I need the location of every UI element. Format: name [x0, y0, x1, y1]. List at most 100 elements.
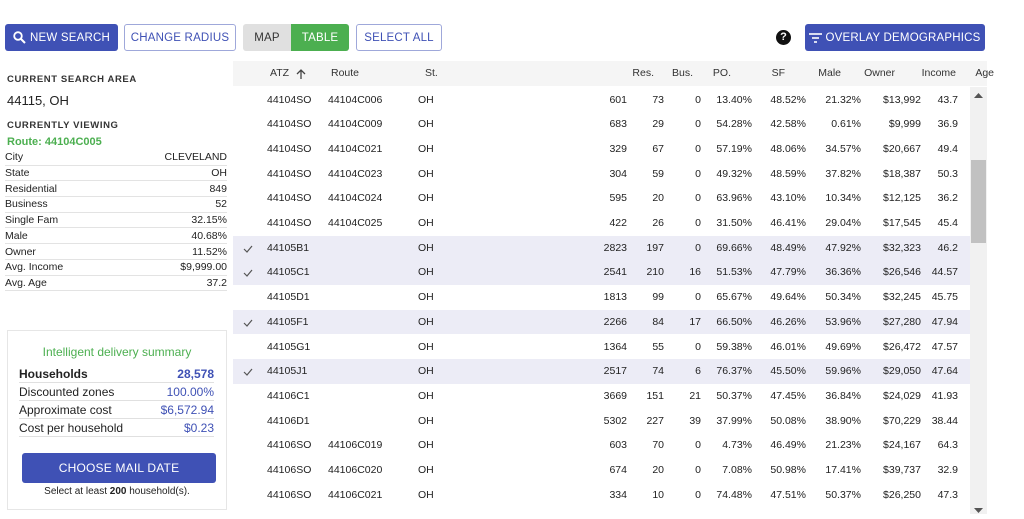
table-row[interactable]: 44104SO 44104C009 OH 683 29 0 54.28% 42.58% 0.61…: [233, 112, 970, 137]
column-header[interactable]: Res.: [632, 67, 654, 79]
table-row[interactable]: 44106SO 44106C020 OH 674 20 0 7.08% 50.98% 17.41…: [233, 458, 970, 483]
detail-key: Single Fam: [5, 214, 59, 227]
table-cell: 10: [652, 488, 664, 501]
table-cell: $32,245: [883, 291, 921, 304]
table-cell: OH: [418, 365, 434, 378]
table-cell: 59.38%: [716, 340, 752, 353]
summary-card: [7, 330, 227, 510]
table-row[interactable]: 44105B1 OH 2823 197 0 69.66% 48.49% 47.92% $32,3…: [233, 235, 970, 261]
route-label: Route: 44104C005: [7, 136, 102, 148]
column-header[interactable]: Route: [331, 67, 360, 79]
column-header[interactable]: St.: [425, 67, 438, 79]
table-cell: $32,323: [883, 241, 921, 254]
table-cell: 46.49%: [770, 439, 806, 452]
check-mark: [243, 245, 253, 253]
table-cell: 74: [652, 365, 664, 378]
table-cell: 43.7: [937, 93, 958, 106]
table-row[interactable]: 44104SO 44104C025 OH 422 26 0 31.50% 46.41% 29.0…: [233, 211, 970, 236]
detail-value: 37.2: [206, 276, 227, 289]
column-header[interactable]: Owner: [864, 67, 895, 79]
detail-value: $9,999.00: [180, 261, 227, 274]
summary-value: $0.23: [183, 420, 214, 435]
change-radius-button[interactable]: CHANGE RADIUS: [124, 24, 236, 51]
table-cell: 5302: [603, 414, 627, 427]
table-row[interactable]: 44105C1 OH 2541 210 16 51.53% 47.79% 36.36% $26,…: [233, 260, 970, 286]
column-header[interactable]: Age: [975, 67, 994, 79]
table-cell: 683: [609, 118, 627, 131]
table-cell: 65.67%: [716, 291, 752, 304]
table-cell: OH: [418, 266, 434, 279]
table-cell: 0: [695, 118, 701, 131]
table-row[interactable]: 44106D1 OH 5302 227 39 37.99% 50.08% 38.90% $70,…: [233, 409, 970, 434]
note-text: Select at least: [44, 486, 107, 497]
table-cell: 44104SO: [267, 118, 312, 131]
table-cell: OH: [418, 93, 434, 106]
table-cell: 64.3: [937, 439, 958, 452]
table-cell: 44106SO: [267, 439, 312, 452]
table-cell: 2266: [603, 315, 627, 328]
summary-value: 100.00%: [166, 384, 214, 399]
table-row[interactable]: 44105G1 OH 1364 55 0 59.38% 46.01% 49.69% $26,47…: [233, 335, 970, 360]
column-header[interactable]: PO.: [712, 67, 731, 79]
table-cell: 44104SO: [267, 167, 312, 180]
table-cell: 44104C024: [328, 192, 383, 205]
table-cell: $17,545: [883, 217, 921, 229]
table-cell: $18,387: [883, 167, 921, 180]
table-row[interactable]: 44105D1 OH 1813 99 0 65.67% 49.64% 50.34% $32,24…: [233, 285, 970, 310]
summary-value: 28,578: [177, 366, 214, 381]
table-cell: 38.44: [931, 414, 958, 427]
detail-key: Business: [5, 198, 48, 211]
map-toggle[interactable]: MAP: [243, 24, 291, 51]
table-cell: 1364: [603, 340, 627, 353]
table-row[interactable]: 44104SO 44104C006 OH 601 73 0 13.40% 48.52% 21.3…: [233, 88, 970, 113]
detail-row: Avg. Income $9,999.00: [5, 260, 227, 276]
table-row[interactable]: 44104SO 44104C021 OH 329 67 0 57.19% 48.06% 34.5…: [233, 137, 970, 162]
table-toggle[interactable]: TABLE: [291, 24, 349, 51]
select-all-button[interactable]: SELECT ALL: [356, 24, 442, 51]
table-cell: 47.57: [931, 340, 958, 353]
table-cell: 2823: [603, 241, 627, 254]
table-cell: OH: [418, 464, 434, 476]
table-cell: 13.40%: [716, 93, 752, 106]
table-cell: 17: [689, 315, 701, 328]
table-cell: 44104C006: [328, 93, 383, 106]
table-cell: $20,667: [883, 142, 921, 155]
table-cell: OH: [418, 142, 434, 155]
new-search-button[interactable]: NEW SEARCH: [5, 24, 118, 51]
viewing-label: CURRENTLY VIEWING: [7, 120, 119, 131]
column-header[interactable]: ATZ: [270, 67, 290, 79]
table-cell: OH: [418, 192, 434, 205]
table-cell: $26,472: [883, 340, 921, 353]
table-cell: 7.08%: [722, 464, 752, 476]
table-cell: 46.26%: [770, 315, 806, 328]
column-header[interactable]: Male: [818, 67, 841, 79]
table-row[interactable]: 44106SO 44106C021 OH 334 10 0 74.48% 47.51% 50.3…: [233, 483, 970, 508]
detail-value: 11.52%: [192, 245, 227, 258]
table-cell: 3669: [603, 389, 627, 402]
table-row[interactable]: 44104SO 44104C023 OH 304 59 0 49.32% 48.59% 37.8…: [233, 162, 970, 187]
column-header[interactable]: Income: [921, 67, 956, 79]
table-cell: 29.04%: [825, 217, 861, 229]
table-row[interactable]: 44106SO 44106C019 OH 603 70 0 4.73% 46.49% 21.23…: [233, 433, 970, 458]
column-header[interactable]: Bus.: [671, 67, 693, 79]
table-cell: $70,229: [883, 414, 921, 427]
table-row[interactable]: 44104SO 44104C024 OH 595 20 0 63.96% 43.10% 10.3…: [233, 186, 970, 211]
table-cell: 44105G1: [267, 340, 311, 353]
help-icon[interactable]: ?: [776, 30, 791, 45]
table-cell: 422: [609, 217, 627, 229]
table-row[interactable]: 44105J1 OH 2517 74 6 76.37% 45.50% 59.96% $29,05…: [233, 359, 970, 384]
table-cell: 210: [646, 266, 664, 279]
table-cell: 48.52%: [770, 93, 806, 106]
table-cell: 16: [689, 266, 701, 279]
column-header[interactable]: SF: [771, 67, 785, 79]
table-row[interactable]: 44105F1 OH 2266 84 17 66.50% 46.26% 53.96% $27,2…: [233, 309, 970, 335]
choose-mail-date-button[interactable]: CHOOSE MAIL DATE: [22, 453, 216, 483]
table-row[interactable]: 44106C1 OH 3669 151 21 50.37% 47.45% 36.84% $24,…: [233, 384, 970, 409]
table-cell: 50.3: [937, 167, 958, 180]
table-cell: 36.84%: [825, 389, 861, 402]
table-cell: 6: [695, 365, 701, 378]
overlay-button[interactable]: OVERLAY DEMOGRAPHICS: [805, 24, 985, 51]
detail-row: Single Fam 32.15%: [5, 213, 227, 229]
button-label: CHOOSE MAIL DATE: [58, 461, 180, 475]
table-cell: 32.9: [937, 464, 958, 476]
